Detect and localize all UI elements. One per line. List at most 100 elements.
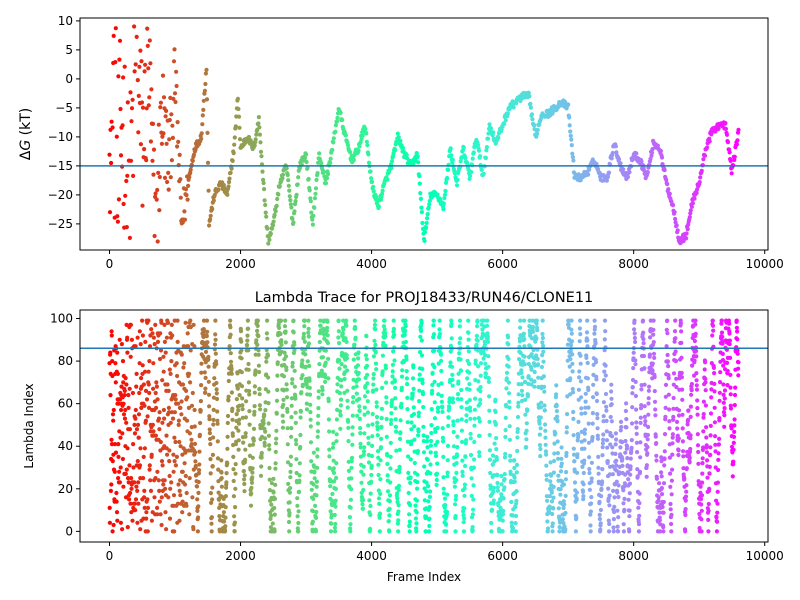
lambda-point — [663, 414, 668, 419]
delta-g-point — [157, 208, 162, 213]
lambda-point — [375, 427, 380, 432]
lambda-point — [703, 376, 708, 381]
lambda-point — [197, 468, 202, 473]
lambda-point — [589, 495, 594, 500]
lambda-point — [509, 520, 514, 525]
lambda-point — [457, 340, 462, 346]
lambda-point — [557, 520, 563, 525]
lambda-point — [590, 421, 595, 426]
lambda-point — [231, 454, 236, 459]
lambda-point — [411, 405, 416, 410]
lambda-point — [125, 476, 131, 481]
lambda-point — [487, 448, 492, 453]
lambda-point — [119, 342, 124, 347]
lambda-point — [115, 371, 120, 376]
lambda-point — [455, 392, 461, 397]
lambda-point — [371, 354, 376, 359]
lambda-point — [362, 445, 367, 450]
lambda-point — [227, 344, 232, 349]
lambda-point — [475, 318, 480, 323]
lambda-point — [379, 406, 384, 411]
lambda-point — [377, 511, 383, 516]
lambda-point — [707, 464, 712, 469]
lambda-point — [503, 451, 508, 457]
lambda-point — [669, 521, 674, 527]
lambda-point — [642, 414, 648, 419]
lambda-point — [142, 403, 147, 408]
lambda-point — [391, 326, 396, 331]
lambda-point — [392, 332, 397, 337]
delta-g-point — [326, 171, 331, 177]
lambda-point — [581, 497, 586, 502]
delta-g-point — [226, 180, 232, 185]
lambda-point — [358, 441, 363, 446]
lambda-point — [683, 529, 688, 534]
lambda-point — [536, 375, 541, 380]
lambda-point — [344, 339, 349, 344]
lambda-point — [259, 450, 264, 456]
lambda-point — [588, 529, 593, 534]
lambda-point — [232, 514, 237, 519]
lambda-point — [733, 385, 738, 390]
lambda-point — [122, 388, 127, 393]
lambda-point — [185, 331, 190, 336]
delta-g-point — [262, 198, 267, 203]
lambda-point — [445, 492, 450, 497]
lambda-point — [701, 412, 706, 417]
delta-g-point — [314, 177, 319, 182]
lambda-point — [387, 499, 392, 504]
lambda-point — [722, 388, 728, 393]
lambda-point — [422, 464, 427, 469]
lambda-point — [581, 482, 586, 487]
delta-g-point — [445, 175, 450, 181]
lambda-point — [665, 318, 670, 323]
lambda-point — [171, 493, 177, 498]
lambda-point — [138, 342, 143, 347]
lambda-point — [699, 529, 704, 534]
lambda-point — [314, 509, 319, 515]
lambda-point — [261, 421, 266, 426]
delta-g-point — [526, 90, 531, 95]
lambda-point — [256, 334, 261, 339]
y-axis-label: ΔG (kT) — [18, 108, 34, 160]
lambda-point — [127, 427, 132, 432]
delta-g-point — [170, 135, 175, 140]
lambda-point — [323, 348, 328, 353]
lambda-point — [514, 489, 519, 494]
delta-g-point — [420, 220, 425, 226]
lambda-point — [507, 399, 512, 404]
lambda-point — [228, 359, 234, 364]
lambda-point — [654, 476, 660, 481]
lambda-point — [659, 455, 664, 460]
lambda-point — [459, 417, 464, 422]
lambda-point — [690, 363, 695, 368]
lambda-point — [287, 511, 292, 516]
lambda-point — [364, 334, 369, 339]
lambda-point — [524, 445, 529, 450]
lambda-point — [491, 501, 496, 506]
delta-g-point — [481, 171, 486, 176]
lambda-point — [217, 529, 222, 534]
lambda-point — [541, 359, 546, 364]
lambda-point — [632, 327, 637, 332]
lambda-point — [641, 353, 647, 359]
lambda-point — [643, 419, 648, 424]
lambda-point — [123, 471, 128, 476]
lambda-point — [302, 339, 307, 344]
delta-g-point — [370, 179, 375, 184]
lambda-point — [430, 370, 435, 375]
lambda-point — [175, 373, 180, 379]
lambda-point — [577, 375, 582, 380]
lambda-point — [651, 340, 656, 345]
lambda-point — [223, 529, 228, 534]
lambda-point — [187, 512, 192, 517]
lambda-point — [606, 518, 611, 523]
lambda-point — [429, 407, 434, 412]
lambda-point — [143, 339, 148, 344]
lambda-point — [665, 352, 670, 358]
lambda-point — [520, 375, 525, 380]
lambda-point — [125, 525, 130, 530]
lambda-point — [184, 503, 189, 508]
delta-g-point — [701, 157, 706, 162]
lambda-point — [684, 483, 689, 488]
